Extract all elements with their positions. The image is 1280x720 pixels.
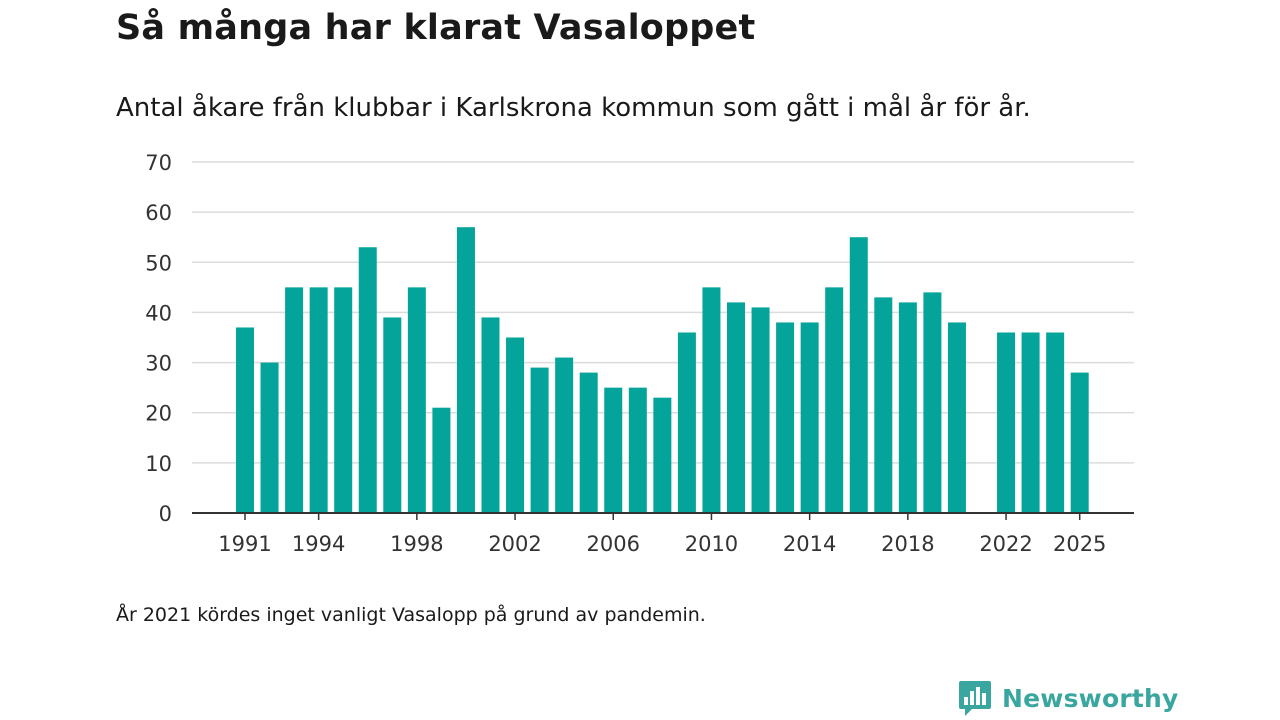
bars — [236, 227, 1089, 513]
bar — [432, 407, 451, 513]
chart-subtitle: Antal åkare från klubbar i Karlskrona ko… — [116, 93, 1031, 123]
y-tick-label: 40 — [145, 301, 172, 325]
bar — [358, 247, 377, 513]
x-axis: 1991 1994 1998 2002 2006 2010 2014 2018 2022 2025 — [192, 512, 1134, 556]
bar — [334, 287, 353, 513]
y-tick-label: 30 — [145, 352, 172, 376]
bar — [383, 317, 402, 513]
bar — [874, 297, 893, 513]
bar — [604, 387, 623, 513]
bar — [506, 337, 525, 513]
x-tick-label: 1994 — [292, 532, 345, 556]
bar — [1070, 372, 1089, 513]
y-tick-label: 10 — [145, 452, 172, 476]
bar — [947, 322, 966, 513]
x-tick-label: 2014 — [783, 532, 836, 556]
brand-logo: Newsworthy — [958, 678, 1179, 718]
bar — [849, 237, 868, 513]
y-tick-label: 20 — [145, 402, 172, 426]
bar — [1046, 332, 1065, 513]
bar — [579, 372, 598, 513]
bar — [1021, 332, 1040, 513]
chart-title: Så många har klarat Vasaloppet — [116, 8, 756, 48]
bar — [800, 322, 819, 513]
bar — [285, 287, 304, 513]
bar — [407, 287, 426, 513]
x-tick-label: 2018 — [881, 532, 934, 556]
bar — [628, 387, 647, 513]
bar — [727, 302, 745, 513]
brand-name: Newsworthy — [1002, 683, 1179, 713]
y-tick-label: 70 — [145, 151, 172, 175]
bar — [555, 357, 574, 513]
bar — [236, 327, 254, 513]
bar-chart-speech-bubble-icon — [959, 681, 991, 716]
bar — [530, 367, 549, 513]
bar — [702, 287, 721, 513]
y-tick-label: 0 — [159, 502, 172, 526]
x-tick-label: 1991 — [218, 532, 271, 556]
bar — [997, 332, 1016, 513]
bar — [481, 317, 500, 513]
footnote: År 2021 kördes inget vanligt Vasalopp på… — [116, 604, 706, 626]
bar — [825, 287, 844, 513]
bar — [260, 362, 279, 513]
bar — [653, 397, 672, 513]
x-tick-label: 2025 — [1053, 532, 1106, 556]
y-tick-label: 50 — [145, 251, 172, 275]
x-tick-label: 2002 — [488, 532, 541, 556]
bar — [456, 227, 475, 513]
bar — [677, 332, 696, 513]
bar — [898, 302, 917, 513]
y-axis: 0 10 20 30 40 50 60 70 — [145, 151, 172, 526]
bar — [309, 287, 328, 513]
x-tick-label: 2010 — [685, 532, 738, 556]
x-tick-label: 2006 — [587, 532, 640, 556]
y-tick-label: 60 — [145, 201, 172, 225]
bar — [923, 292, 942, 513]
bar — [751, 307, 770, 513]
x-tick-label: 1998 — [390, 532, 443, 556]
x-tick-label: 2022 — [979, 532, 1032, 556]
bar — [776, 322, 795, 513]
